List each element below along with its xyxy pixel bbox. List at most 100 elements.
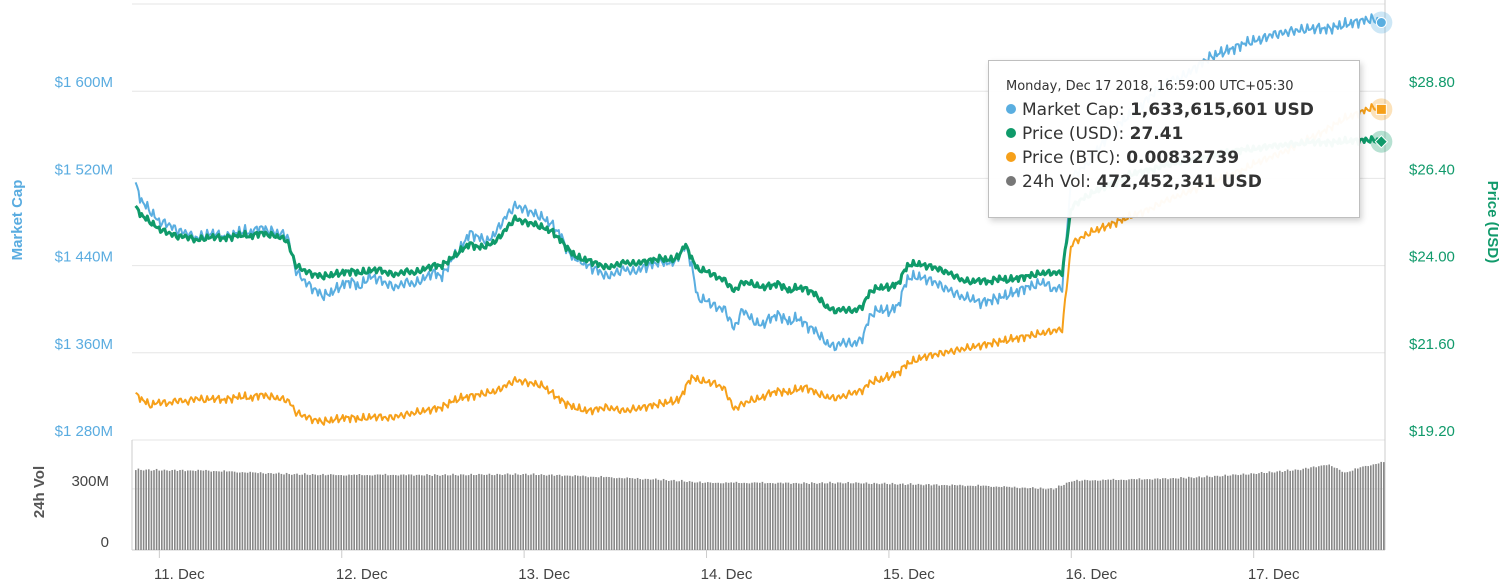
right-axis-tick: $28.80 bbox=[1409, 74, 1455, 91]
volume-bar bbox=[634, 478, 636, 550]
volume-bar bbox=[1216, 475, 1219, 550]
volume-bar bbox=[592, 476, 595, 550]
volume-bar bbox=[168, 470, 171, 550]
volume-bar bbox=[577, 475, 579, 550]
volume-bar bbox=[629, 478, 631, 550]
volume-bar bbox=[434, 474, 436, 550]
volume-bar bbox=[852, 483, 855, 550]
volume-bar bbox=[340, 475, 342, 550]
volume-bar bbox=[444, 474, 446, 550]
volume-bar bbox=[777, 482, 779, 550]
volume-bar bbox=[764, 483, 766, 550]
left-axis-tick: $1 280M bbox=[55, 423, 113, 440]
volume-bar bbox=[948, 485, 951, 550]
volume-bar bbox=[1021, 487, 1024, 550]
volume-bar bbox=[262, 473, 264, 550]
volume-bar bbox=[631, 478, 634, 550]
volume-bar bbox=[694, 482, 696, 550]
volume-bar bbox=[974, 486, 977, 550]
volume-bar bbox=[512, 474, 514, 550]
volume-bar bbox=[1141, 479, 1143, 550]
volume-bar bbox=[688, 481, 691, 550]
volume-bar bbox=[1377, 463, 1380, 550]
volume-bar bbox=[259, 472, 262, 550]
volume-bar bbox=[1034, 488, 1037, 550]
volume-bar bbox=[1325, 465, 1328, 550]
volume-bar bbox=[548, 474, 550, 550]
volume-bar bbox=[314, 474, 316, 550]
volume-bar bbox=[1052, 489, 1055, 550]
volume-bar bbox=[540, 474, 543, 550]
volume-bar bbox=[1305, 467, 1307, 550]
volume-bar bbox=[257, 473, 259, 550]
volume-bar bbox=[1190, 477, 1193, 550]
volume-bar bbox=[532, 473, 535, 550]
volume-bar bbox=[361, 475, 363, 550]
volume-bar bbox=[896, 484, 899, 550]
volume-bar bbox=[738, 482, 740, 550]
volume-bar bbox=[166, 470, 168, 550]
volume-bar bbox=[712, 483, 714, 550]
volume-bar bbox=[987, 485, 990, 550]
volume-bar bbox=[1354, 468, 1356, 550]
volume-bar bbox=[605, 476, 608, 550]
tooltip-row-price-usd: Price (USD): 27.41 bbox=[1006, 122, 1343, 146]
volume-bar bbox=[1221, 476, 1224, 550]
volume-bar bbox=[462, 474, 465, 550]
volume-bar bbox=[392, 474, 394, 550]
volume-bar bbox=[400, 474, 402, 550]
volume-bar bbox=[722, 483, 725, 550]
volume-bar bbox=[670, 480, 673, 550]
volume-bar bbox=[967, 485, 969, 550]
volume-bar bbox=[1370, 465, 1372, 550]
volume-axis-title: 24h Vol bbox=[31, 466, 48, 518]
volume-bar bbox=[470, 473, 472, 550]
volume-bar bbox=[915, 484, 917, 550]
volume-bar bbox=[1266, 473, 1268, 550]
volume-bar bbox=[187, 470, 189, 550]
volume-bar bbox=[842, 483, 844, 550]
volume-bar bbox=[249, 471, 251, 550]
volume-bar bbox=[1167, 479, 1169, 550]
volume-bar bbox=[951, 484, 953, 550]
volume-bar bbox=[322, 473, 324, 550]
volume-bar bbox=[1214, 475, 1216, 550]
volume-bar bbox=[998, 486, 1000, 550]
volume-bar bbox=[868, 483, 870, 550]
volume-bar bbox=[1289, 470, 1291, 550]
volume-bar bbox=[192, 470, 194, 550]
volume-bar bbox=[826, 483, 829, 550]
volume-bar bbox=[389, 474, 392, 550]
volume-bar bbox=[337, 475, 340, 550]
volume-bar bbox=[1091, 480, 1094, 550]
volume-bar bbox=[1331, 466, 1333, 550]
volume-bar bbox=[1032, 487, 1034, 550]
x-axis-tick: 16. Dec bbox=[1065, 566, 1117, 583]
x-axis-tick: 14. Dec bbox=[701, 566, 753, 583]
tooltip-value: 1,633,615,601 USD bbox=[1130, 100, 1314, 120]
volume-bar bbox=[1117, 480, 1120, 550]
volume-bar bbox=[480, 474, 483, 550]
volume-bar bbox=[296, 473, 298, 550]
volume-bar bbox=[857, 482, 860, 550]
volume-bar bbox=[236, 472, 238, 550]
volume-bar bbox=[673, 479, 675, 550]
volume-bar bbox=[561, 476, 563, 550]
volume-bar bbox=[449, 475, 452, 550]
volume-bar bbox=[709, 482, 712, 550]
volume-bar bbox=[1315, 467, 1317, 550]
volume-bar bbox=[431, 475, 433, 550]
volume-bar bbox=[1055, 488, 1057, 550]
volume-bar bbox=[1237, 475, 1239, 550]
volume-bar bbox=[725, 482, 727, 550]
volume-bar bbox=[309, 475, 311, 550]
volume-bar bbox=[504, 474, 506, 550]
volume-bar bbox=[855, 482, 857, 550]
volume-bar bbox=[748, 483, 751, 550]
volume-bar bbox=[551, 474, 553, 550]
volume-bar bbox=[1357, 468, 1359, 550]
volume-bar bbox=[969, 485, 972, 550]
volume-bar bbox=[993, 486, 995, 550]
volume-bar bbox=[920, 484, 922, 550]
